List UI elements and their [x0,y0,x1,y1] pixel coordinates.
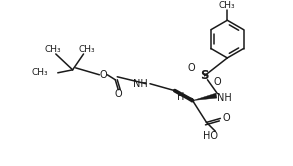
Text: NH: NH [217,93,232,103]
Text: O: O [115,89,122,99]
Text: CH₃: CH₃ [45,44,61,53]
Text: H: H [177,92,184,102]
Text: CH₃: CH₃ [31,68,48,77]
Polygon shape [193,93,217,101]
Text: O: O [100,70,107,80]
Text: HO: HO [203,131,218,141]
Text: S: S [200,69,209,82]
Text: CH₃: CH₃ [78,44,95,53]
Text: O: O [214,77,221,87]
Text: O: O [222,113,230,123]
Text: CH₃: CH₃ [219,1,236,10]
Text: O: O [188,63,195,73]
Text: NH: NH [133,79,148,89]
